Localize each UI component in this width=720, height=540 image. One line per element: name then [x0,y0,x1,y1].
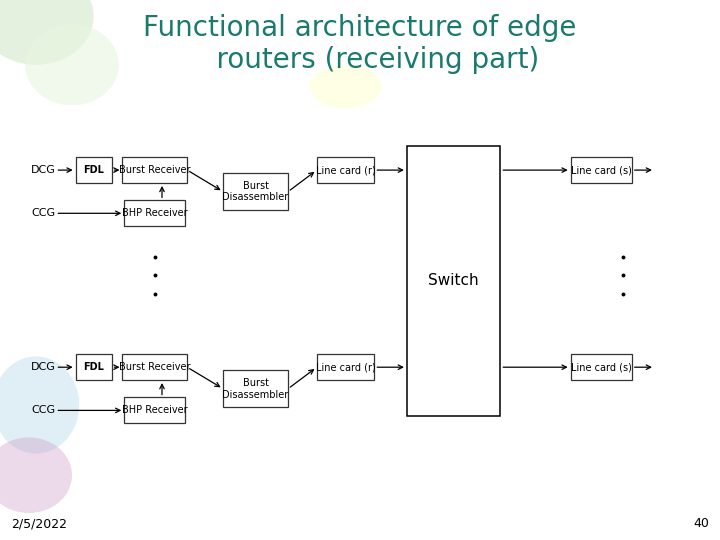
Text: DCG: DCG [31,362,55,372]
FancyBboxPatch shape [317,354,374,380]
Text: Burst Receiver: Burst Receiver [119,362,191,372]
Ellipse shape [0,0,94,65]
FancyBboxPatch shape [407,146,500,416]
Text: Burst
Disassembler: Burst Disassembler [222,378,289,400]
Text: 40: 40 [693,517,709,530]
Text: FDL: FDL [84,362,104,372]
Text: DCG: DCG [31,165,55,175]
Text: FDL: FDL [84,165,104,175]
Ellipse shape [0,356,79,454]
Text: Burst Receiver: Burst Receiver [119,165,191,175]
FancyBboxPatch shape [124,200,186,226]
Text: CCG: CCG [31,406,55,415]
Text: routers (receiving part): routers (receiving part) [181,46,539,74]
Text: Switch: Switch [428,273,479,288]
FancyBboxPatch shape [76,157,112,183]
Text: BHP Receiver: BHP Receiver [122,208,188,218]
FancyBboxPatch shape [76,354,112,380]
Text: CCG: CCG [31,208,55,218]
FancyBboxPatch shape [124,397,186,423]
Text: BHP Receiver: BHP Receiver [122,406,188,415]
Ellipse shape [310,65,382,108]
FancyBboxPatch shape [571,354,632,380]
FancyBboxPatch shape [122,354,187,380]
Text: Line card (r): Line card (r) [316,165,375,175]
Text: Line card (r): Line card (r) [316,362,375,372]
FancyBboxPatch shape [223,173,288,210]
FancyBboxPatch shape [317,157,374,183]
Text: Burst
Disassembler: Burst Disassembler [222,181,289,202]
Ellipse shape [25,24,119,105]
FancyBboxPatch shape [571,157,632,183]
FancyBboxPatch shape [122,157,187,183]
Text: Functional architecture of edge: Functional architecture of edge [143,14,577,42]
Ellipse shape [0,437,72,513]
Text: Line card (s): Line card (s) [571,362,631,372]
FancyBboxPatch shape [223,370,288,407]
Text: Line card (s): Line card (s) [571,165,631,175]
Text: 2/5/2022: 2/5/2022 [11,517,67,530]
